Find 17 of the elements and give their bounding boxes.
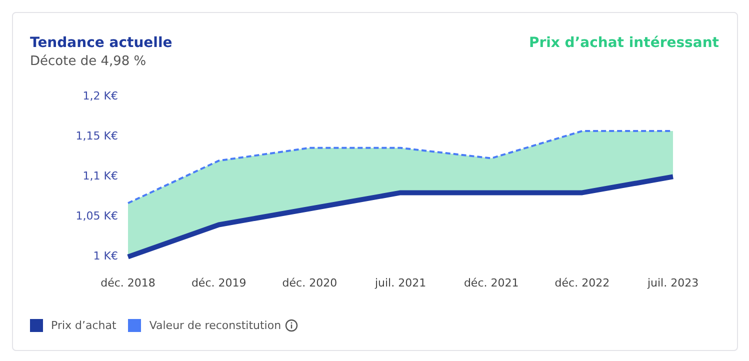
chart-subtitle: Décote de 4,98 % — [30, 54, 146, 69]
x-tick-label: déc. 2022 — [554, 276, 610, 290]
x-tick-label: déc. 2020 — [282, 276, 338, 290]
y-tick-label: 1,05 K€ — [76, 210, 118, 223]
y-tick-label: 1 K€ — [93, 250, 118, 263]
text: Prix d’achat intéressant — [528, 35, 719, 51]
y-tick-label: 1,15 K€ — [76, 130, 118, 143]
legend-label: Prix d’achat — [51, 319, 116, 332]
x-tick-label: juil. 2023 — [646, 276, 699, 290]
legend-label: Valeur de reconstitution — [149, 319, 282, 332]
x-tick-label: déc. 2021 — [464, 276, 519, 290]
chart-title: Tendance actuelle — [30, 35, 172, 51]
x-tick-label: déc. 2018 — [100, 276, 156, 290]
x-tick-label: déc. 2019 — [191, 276, 246, 290]
x-tick-label: juil. 2021 — [374, 276, 426, 290]
y-tick-label: 1,2 K€ — [82, 89, 118, 102]
y-tick-label: 1,1 K€ — [82, 170, 118, 183]
